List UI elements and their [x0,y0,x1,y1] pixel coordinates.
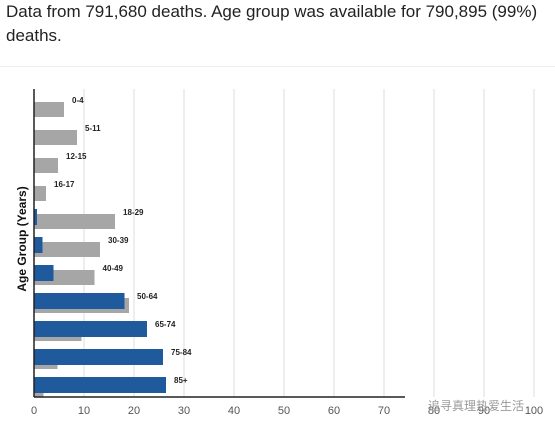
x-tick-label: 60 [328,405,340,417]
category-label: 65-74 [155,320,176,329]
x-tick-label: 50 [278,405,290,417]
category-label: 75-84 [171,348,192,357]
category-label: 18-29 [123,208,144,217]
category-label: 40-49 [103,264,124,273]
y-axis-label: Age Group (Years) [15,186,29,291]
bar-blue [34,265,54,281]
category-label: 5-11 [85,124,101,133]
category-label: 16-17 [54,180,75,189]
watermark-text: 追寻真理热爱生活 [428,398,524,413]
bar-blue [34,349,163,365]
bar-grey [34,214,115,229]
bar-grey [34,130,77,145]
grid-lines [83,89,535,397]
x-tick-label: 20 [128,405,140,417]
category-labels: 0-4 5-11 12-15 16-17 18-29 30-39 40-49 50-64 65-… [54,96,192,385]
category-label: 50-64 [137,292,158,301]
category-label: 85+ [174,376,188,385]
x-tick-label: 90 [478,405,490,417]
bars [34,102,166,397]
chart-caption: Data from 791,680 deaths. Age group was … [6,2,538,45]
bar-blue [34,237,43,253]
chart-panel: 0-4 5-11 12-15 16-17 18-29 30-39 40-49 50-64 65-… [0,66,555,429]
category-label: 12-15 [66,152,87,161]
bar-blue [34,209,37,225]
bar-blue [34,293,125,309]
x-tick-labels: 0 10 20 30 40 50 60 70 80 90 100 [31,405,543,417]
bar-grey [34,158,58,173]
bar-grey [34,186,46,201]
bar-blue [34,377,166,393]
x-tick-label: 100 [525,405,543,417]
x-tick-label: 80 [428,405,440,417]
category-label: 30-39 [108,236,129,245]
x-tick-label: 40 [228,405,240,417]
x-tick-label: 10 [78,405,90,417]
bar-blue [34,321,147,337]
bar-grey [34,242,100,257]
age-group-bar-chart: 0-4 5-11 12-15 16-17 18-29 30-39 40-49 50-64 65-… [15,89,543,417]
x-tick-label: 0 [31,405,37,417]
x-tick-label: 70 [378,405,390,417]
bar-grey [34,102,64,117]
x-tick-label: 30 [178,405,190,417]
category-label: 0-4 [72,96,84,105]
